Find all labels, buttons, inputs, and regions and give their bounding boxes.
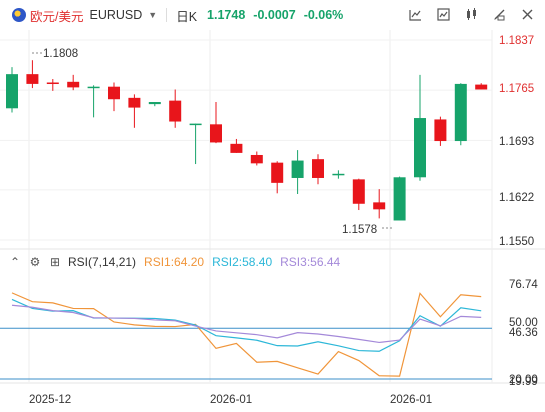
indicator-icon[interactable]: [436, 7, 451, 22]
price-chart[interactable]: 1.1837 1.1765 1.1693 1.1622 1.1550 1.180…: [0, 30, 545, 412]
high-marker: 1.1808: [32, 48, 78, 60]
candle-body: [26, 74, 39, 84]
price-tick: 1.1550: [499, 236, 534, 248]
candle-body: [332, 173, 345, 176]
chart-grid: [0, 30, 545, 384]
candle-body: [250, 154, 263, 164]
add-indicator-icon[interactable]: ⊞: [49, 255, 61, 269]
close-icon[interactable]: [520, 7, 535, 22]
candle-body: [230, 143, 243, 153]
rsi-axis: 76.74 50.00 46.36 20.00 19.99: [509, 279, 538, 388]
collapse-icon[interactable]: ⌃: [9, 255, 21, 269]
last-price: 1.1748: [207, 8, 246, 22]
candle-body: [271, 162, 284, 183]
price-tick: 1.1693: [499, 136, 534, 148]
divider: [166, 8, 168, 22]
rsi1-value: RSI1:64.20: [144, 255, 205, 269]
toolbar-tools: [408, 7, 535, 22]
low-marker: 1.1578: [342, 224, 392, 236]
candle-body: [312, 159, 324, 178]
candle-body: [393, 177, 406, 221]
compare-icon[interactable]: [464, 7, 479, 22]
time-label: 2026-01: [390, 394, 432, 406]
candle-body: [373, 202, 386, 210]
candle-settings-icon[interactable]: [408, 7, 423, 22]
rsi-line-rsi1: [11, 292, 482, 377]
price-tick: 1.1622: [499, 192, 534, 204]
time-label: 2026-01: [210, 394, 252, 406]
rsi-panel: [0, 292, 492, 380]
rsi-tick: 46.36: [509, 327, 538, 339]
rsi-legend: ⌃ ⚙ ⊞ RSI(7,14,21) RSI1:64.20 RSI2:58.40…: [8, 254, 340, 270]
candle-body: [475, 84, 488, 90]
rsi2-value: RSI2:58.40: [212, 255, 273, 269]
rsi-line-rsi3: [11, 304, 482, 344]
rsi-tick: 19.99: [509, 376, 538, 388]
symbol-name-cn[interactable]: 欧元/美元: [30, 9, 84, 24]
candle-body: [210, 124, 222, 143]
eu-us-flag-icon: [12, 8, 26, 22]
candle-body: [434, 119, 447, 142]
symbol-dropdown-icon[interactable]: ▼: [148, 10, 158, 20]
candle-body: [291, 160, 304, 178]
candle-body: [148, 102, 161, 105]
rsi3-value: RSI3:56.44: [280, 255, 341, 269]
candle-body: [108, 86, 120, 100]
time-label: 2025-12: [29, 394, 71, 406]
rsi-tick: 20.00: [509, 374, 538, 386]
candle-body: [67, 81, 80, 88]
high-label: 1.1808: [43, 48, 78, 60]
rsi-tick: 50.00: [509, 317, 538, 329]
candle-body: [6, 74, 18, 109]
rsi-title[interactable]: RSI(7,14,21): [68, 255, 137, 269]
price-change-percent: -0.06%: [303, 8, 344, 22]
candlestick-series: [6, 60, 488, 221]
candle-body: [352, 179, 365, 204]
candle-body: [414, 118, 426, 178]
settings-icon[interactable]: ⚙: [29, 255, 41, 269]
low-label: 1.1578: [342, 224, 377, 236]
symbol-code[interactable]: EURUSD: [89, 8, 143, 22]
candle-body: [128, 97, 141, 108]
price-change: -0.0007: [253, 8, 296, 22]
candle-body: [169, 100, 182, 122]
toolbar: 欧元/美元 EURUSD ▼ 日K 1.1748 -0.0007 -0.06%: [0, 0, 545, 30]
current-price-label: 1.1765: [499, 83, 534, 95]
draw-tool-icon[interactable]: [492, 7, 507, 22]
candle-body: [189, 123, 202, 126]
rsi-line-rsi2: [11, 298, 482, 352]
rsi-tick: 76.74: [509, 279, 538, 291]
candle-body: [454, 83, 467, 142]
price-axis: 1.1837 1.1765 1.1693 1.1622 1.1550: [499, 35, 534, 248]
candle-body: [87, 86, 100, 89]
candle-body: [46, 82, 59, 85]
price-tick: 1.1837: [499, 35, 534, 47]
timeframe-selector[interactable]: 日K: [176, 9, 198, 24]
time-axis: 2025-12 2026-01 2026-01: [29, 394, 432, 406]
